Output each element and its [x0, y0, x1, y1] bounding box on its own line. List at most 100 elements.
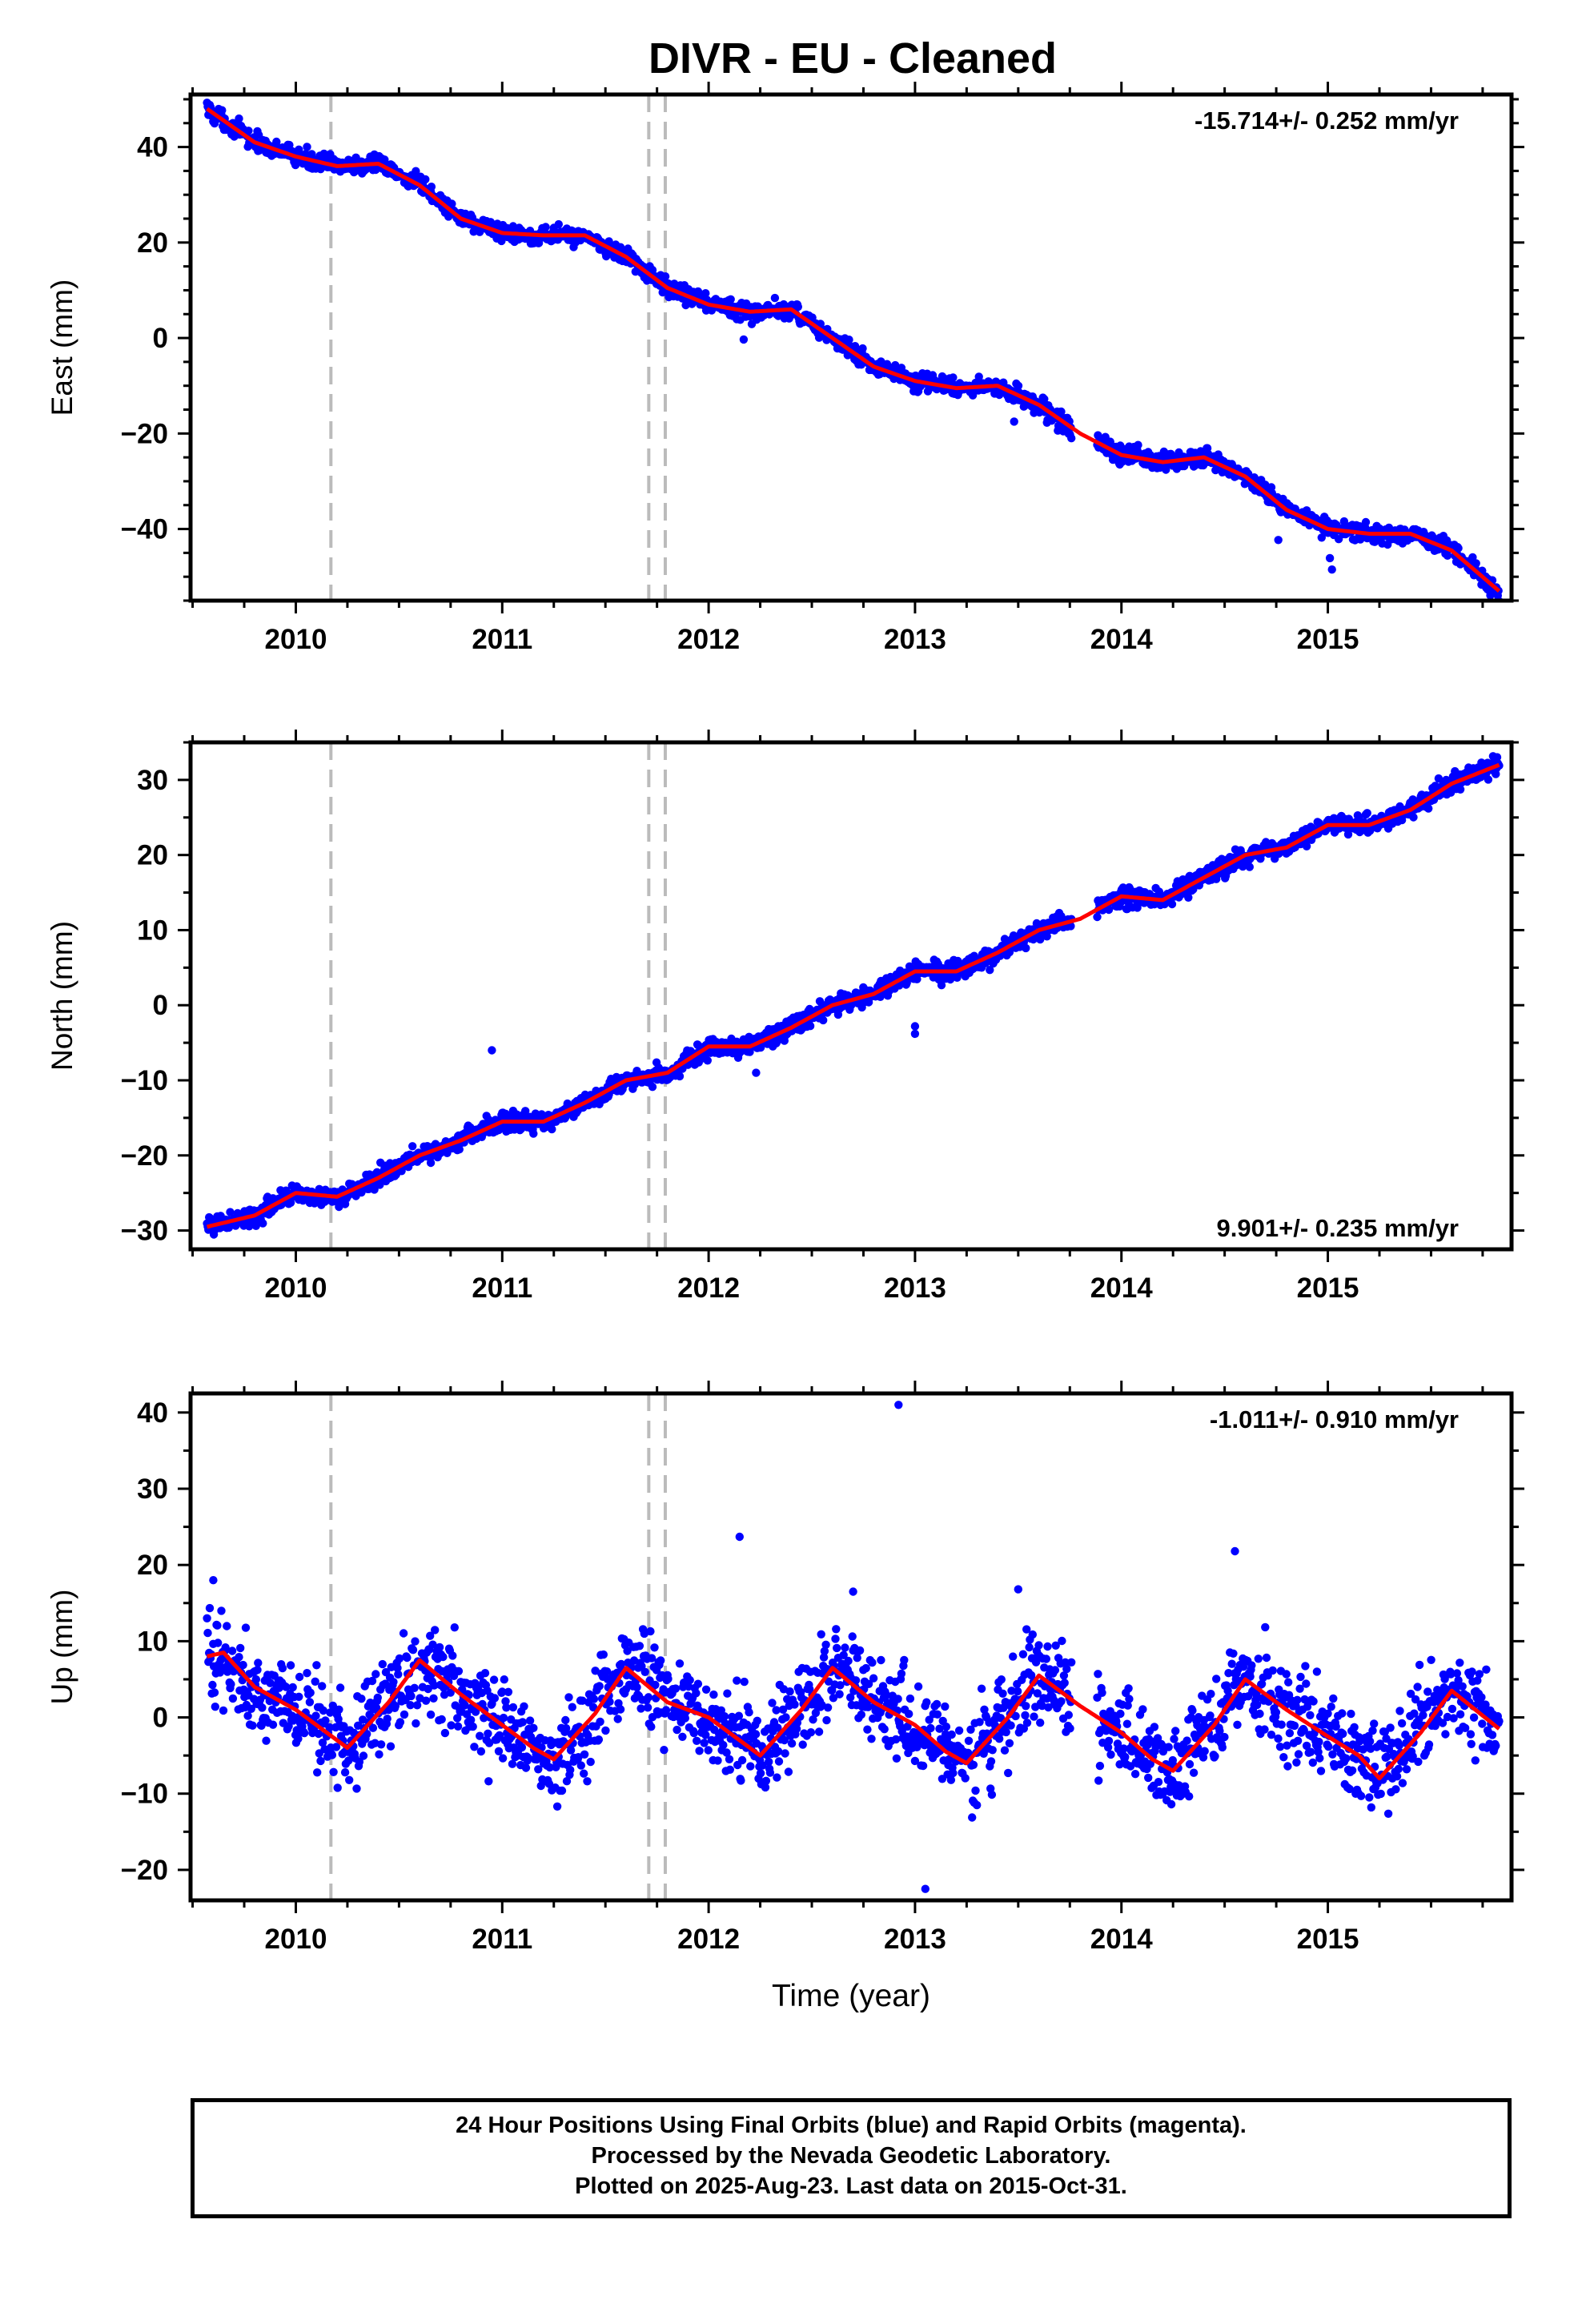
y-axis-label: East (mm): [46, 279, 78, 416]
data-point: [820, 1647, 829, 1655]
data-point: [616, 1705, 625, 1714]
data-point: [792, 1724, 801, 1733]
data-point: [363, 1730, 371, 1739]
data-point: [781, 1713, 790, 1722]
data-point: [1456, 785, 1465, 794]
data-point: [489, 1675, 499, 1684]
data-point: [1093, 912, 1102, 922]
data-point: [689, 1728, 698, 1738]
data-point: [770, 293, 780, 303]
data-point: [303, 143, 311, 151]
data-point: [805, 1022, 815, 1031]
data-point: [781, 1749, 789, 1758]
data-point: [316, 1756, 325, 1766]
data-point: [1454, 544, 1463, 553]
data-point: [408, 1646, 418, 1655]
data-point: [554, 219, 563, 229]
plot-area: 2010 2011 2012 2013 2014 2015−40−2002040East …: [46, 82, 1524, 2013]
data-point: [814, 1727, 824, 1736]
data-point: [383, 1715, 391, 1723]
data-point: [214, 1638, 223, 1647]
data-point: [784, 1767, 793, 1776]
data-point: [756, 1769, 765, 1778]
data-point: [867, 1735, 876, 1743]
data-point: [476, 1747, 486, 1756]
data-point: [693, 1679, 703, 1688]
y-tick-label: 40: [137, 132, 168, 163]
data-point: [395, 1654, 404, 1663]
data-point: [986, 966, 994, 975]
y-tick-label: 20: [137, 227, 168, 259]
data-point: [695, 1747, 704, 1755]
data-point: [1361, 517, 1371, 527]
data-point: [601, 1726, 610, 1735]
data-point: [314, 1729, 323, 1739]
data-point: [1134, 440, 1142, 449]
data-point: [651, 1680, 660, 1690]
data-point: [373, 1693, 382, 1703]
data-point: [325, 1723, 334, 1732]
data-point: [227, 1647, 237, 1655]
data-point: [504, 1687, 513, 1696]
data-point: [318, 1682, 327, 1691]
data-point: [421, 1696, 431, 1705]
data-point: [286, 1661, 295, 1670]
x-tick-label: 2013: [884, 1273, 946, 1304]
data-point: [877, 1655, 885, 1665]
data-point: [725, 1755, 734, 1763]
data-point: [288, 1683, 297, 1692]
data-point: [227, 1679, 235, 1689]
data-point: [295, 1672, 304, 1682]
data-point: [447, 1721, 456, 1730]
data-point: [286, 1198, 295, 1208]
data-point: [446, 1688, 455, 1697]
data-point: [213, 1621, 222, 1630]
data-point: [595, 1682, 604, 1691]
data-point: [431, 1626, 440, 1634]
data-point: [426, 1631, 435, 1640]
data-points-up: [203, 1401, 1504, 1893]
data-point: [394, 1670, 403, 1679]
data-point: [1104, 905, 1114, 915]
data-point: [406, 1701, 415, 1710]
data-point: [656, 1656, 665, 1665]
data-point: [720, 1712, 729, 1721]
data-point: [557, 1786, 567, 1795]
data-point: [430, 1681, 439, 1690]
data-point: [495, 1731, 504, 1740]
data-point: [247, 1704, 255, 1713]
data-point: [498, 1754, 508, 1763]
data-point: [648, 266, 657, 275]
data-point: [806, 1728, 816, 1737]
data-point: [268, 1720, 278, 1729]
data-point: [561, 1723, 571, 1733]
data-point: [701, 1731, 710, 1739]
data-point: [678, 1732, 687, 1741]
data-point: [864, 1679, 873, 1688]
data-point: [403, 1653, 412, 1663]
plot-frame: [188, 92, 1514, 603]
data-point: [534, 1765, 543, 1774]
data-point: [508, 1703, 518, 1712]
data-point: [1010, 417, 1018, 426]
data-point: [673, 1725, 681, 1735]
data-point: [643, 1703, 652, 1712]
data-point: [773, 1723, 782, 1732]
data-point: [765, 1757, 773, 1767]
data-point: [205, 1603, 215, 1613]
data-point: [508, 1759, 517, 1768]
data-point: [221, 1643, 230, 1652]
data-point: [448, 199, 456, 208]
data-point: [861, 1663, 870, 1673]
data-point: [681, 1714, 689, 1723]
y-tick-label: −30: [121, 1216, 168, 1247]
data-point: [226, 1208, 235, 1216]
data-point: [1274, 536, 1283, 545]
data-point: [393, 1663, 402, 1673]
data-point: [836, 1681, 845, 1690]
data-point: [488, 1046, 496, 1055]
data-point: [203, 1628, 212, 1638]
data-point: [737, 1776, 745, 1785]
data-point: [613, 1715, 622, 1723]
data-point: [1443, 551, 1452, 560]
